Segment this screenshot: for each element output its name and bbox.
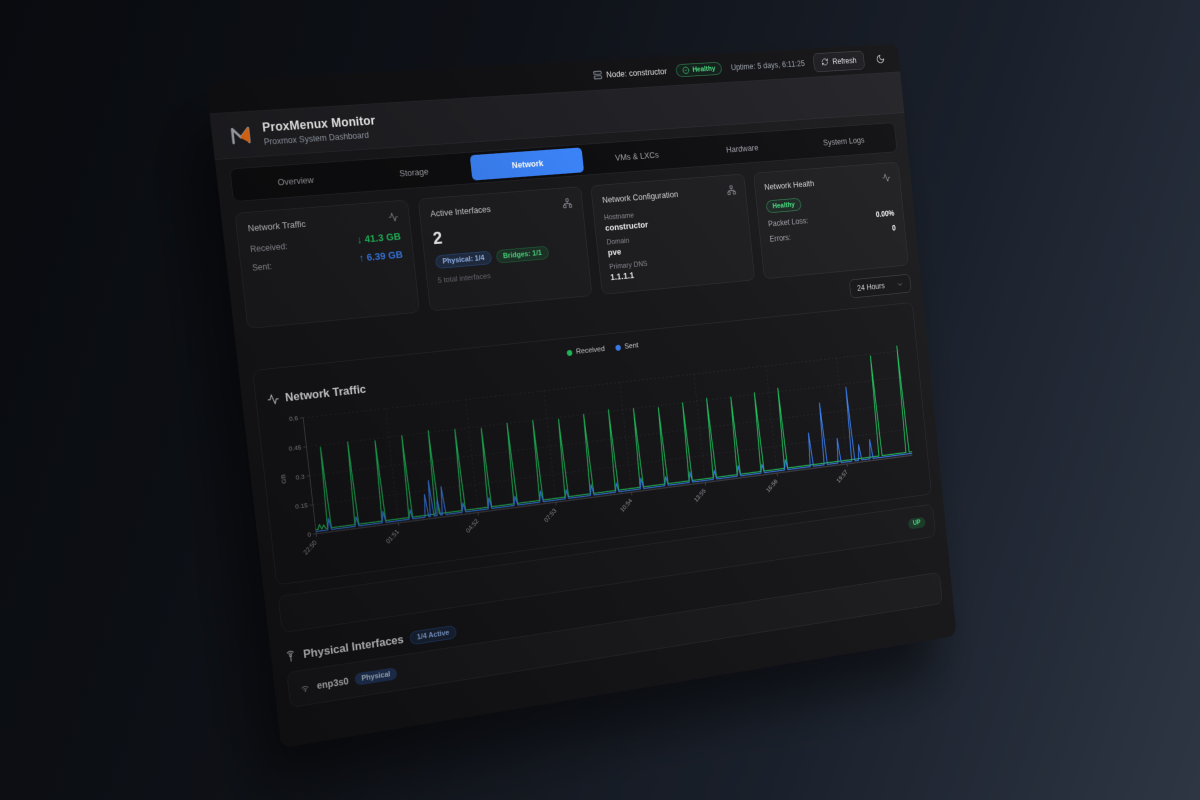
svg-text:0.15: 0.15	[295, 502, 309, 510]
sent-value: ↑ 6.39 GB	[358, 248, 404, 265]
bridges-count-badge: Bridges: 1/1	[495, 245, 550, 264]
svg-text:0.3: 0.3	[295, 473, 305, 481]
network-icon	[562, 198, 573, 209]
network-traffic-card: Network Traffic Received: ↓ 41.3 GB Sent…	[234, 199, 420, 329]
packet-loss-value: 0.00%	[875, 208, 895, 220]
active-interfaces-count: 2	[431, 227, 444, 249]
logo-m-icon	[228, 122, 254, 147]
traffic-line-chart: 0 0.15 0.3 0.45 0.6 22:50 01:51 04:52 07:53 10:54…	[280, 340, 922, 556]
activity-icon	[266, 392, 279, 406]
legend-sent-label: Sent	[624, 341, 639, 351]
network-configuration-card-title: Network Configuration	[601, 189, 679, 205]
interface-name: enp3s0	[316, 675, 350, 692]
chevron-down-icon	[896, 280, 904, 289]
network-configuration-card: Network Configuration Hostname construct…	[590, 173, 756, 295]
active-interfaces-card: Active Interfaces 2 Physical: 1/4 Bridge…	[417, 186, 593, 312]
physical-active-badge: 1/4 Active	[409, 625, 457, 646]
activity-icon	[388, 211, 399, 223]
header-text: ProxMenux Monitor Proxmox System Dashboa…	[261, 113, 377, 146]
network-tree-icon	[726, 185, 736, 196]
svg-text:16:56: 16:56	[766, 478, 780, 494]
network-health-card: Network Health Healthy Packet Loss: 0.00…	[753, 161, 909, 280]
packet-loss-label: Packet Loss:	[767, 216, 809, 229]
proxmenux-logo	[226, 120, 256, 149]
node-indicator: Node: constructor	[593, 66, 668, 80]
network-traffic-card-title: Network Traffic	[247, 218, 307, 234]
svg-text:01:51: 01:51	[385, 528, 401, 545]
refresh-button[interactable]: Refresh	[812, 50, 866, 72]
tab-network[interactable]: Network	[469, 147, 585, 181]
network-traffic-chart-card: Received Sent Network Traffic 0 0.15 0.3 0.…	[252, 302, 932, 586]
svg-text:0.6: 0.6	[289, 415, 299, 423]
node-label: Node: constructor	[605, 66, 668, 80]
refresh-icon	[821, 58, 829, 67]
app-header: ProxMenux Monitor Proxmox System Dashboa…	[209, 72, 905, 160]
legend-sent: Sent	[615, 341, 639, 351]
received-label: Received:	[249, 241, 288, 254]
primary-dns-field: Primary DNS 1.1.1.1	[609, 251, 744, 282]
legend-received-label: Received	[575, 345, 606, 356]
legend-received: Received	[566, 345, 606, 357]
wifi-icon	[299, 682, 311, 695]
svg-text:13:55: 13:55	[693, 488, 707, 504]
refresh-label: Refresh	[831, 55, 857, 66]
physical-count-badge: Physical: 1/4	[434, 250, 492, 269]
total-interfaces-label: 5 total interfaces	[437, 272, 492, 285]
server-icon	[593, 70, 603, 80]
time-range-value: 24 Hours	[856, 281, 886, 293]
check-circle-icon	[682, 66, 690, 74]
svg-text:04:52: 04:52	[465, 518, 480, 535]
legend-received-dot	[566, 349, 573, 356]
svg-text:0.45: 0.45	[288, 444, 302, 452]
tab-overview[interactable]: Overview	[233, 163, 357, 198]
up-status-badge: UP	[907, 516, 926, 530]
svg-text:22:50: 22:50	[303, 539, 319, 556]
svg-text:10:54: 10:54	[619, 498, 633, 514]
network-health-card-title: Network Health	[763, 178, 815, 192]
svg-text:0: 0	[307, 531, 312, 538]
active-interfaces-card-title: Active Interfaces	[429, 203, 492, 219]
legend-sent-dot	[615, 344, 622, 351]
interface-type-badge: Physical	[354, 667, 398, 686]
uptime-label: Uptime: 5 days, 6:11:25	[730, 58, 806, 72]
errors-label: Errors:	[769, 232, 792, 244]
svg-text:07:53: 07:53	[543, 508, 558, 524]
dashboard-window: Node: constructor Healthy Uptime: 5 days…	[206, 43, 957, 749]
time-range-select[interactable]: 24 Hours	[849, 273, 912, 299]
svg-text:GB: GB	[280, 473, 288, 484]
tab-system-logs[interactable]: System Logs	[792, 126, 894, 157]
tab-vms-lxcs[interactable]: VMs & LXCs	[581, 140, 691, 172]
received-value: ↓ 41.3 GB	[356, 230, 402, 246]
errors-value: 0	[891, 223, 897, 233]
theme-toggle-button[interactable]	[872, 50, 889, 68]
sent-label: Sent:	[251, 261, 273, 273]
health-status-badge: Healthy	[675, 61, 723, 77]
antenna-icon	[284, 650, 297, 664]
health-status-label: Healthy	[692, 64, 716, 74]
tab-storage[interactable]: Storage	[354, 155, 473, 189]
health-badge: Healthy	[765, 197, 802, 214]
activity-icon	[882, 172, 892, 183]
tab-hardware[interactable]: Hardware	[689, 133, 795, 165]
moon-icon	[876, 53, 886, 63]
svg-text:19:57: 19:57	[836, 469, 849, 484]
